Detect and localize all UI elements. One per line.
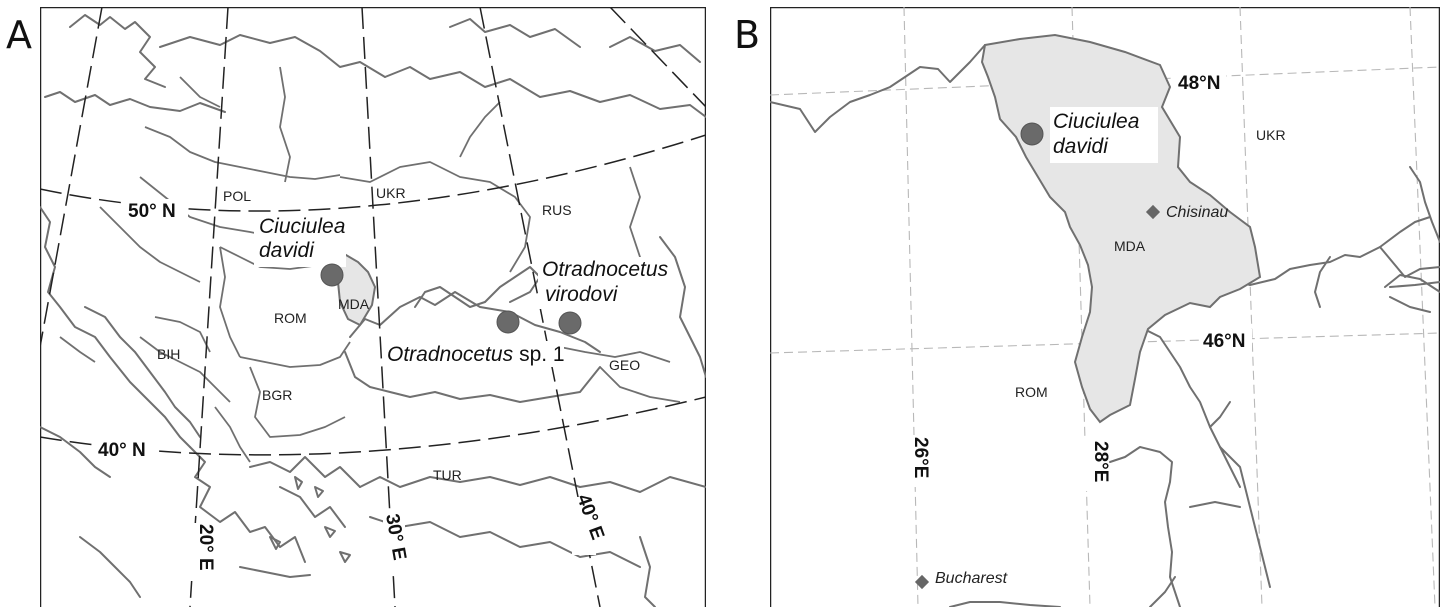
country-label-rus: RUS <box>542 202 572 218</box>
country-label-ukr-b: UKR <box>1256 127 1286 143</box>
panel-b-map: 48°N 46°N 26°E 28°E UKR MDA ROM Ciuciule… <box>770 7 1440 607</box>
country-label-ukr: UKR <box>376 185 406 201</box>
otradnocetus-sp-label-bg <box>384 341 564 367</box>
otradnocetus-sp-suffix: sp. 1 <box>519 343 565 366</box>
panel-b-letter: B <box>734 13 761 57</box>
lon-30-bg <box>383 515 405 573</box>
lon-20-bg <box>183 523 205 581</box>
country-label-pol: POL <box>223 188 251 204</box>
fossil-site-otradnocetus-sp1[interactable] <box>496 310 520 334</box>
species-label-virodovi-1: Otradnocetus <box>542 258 669 281</box>
species-b-label-bg <box>1050 107 1158 163</box>
country-label-mda-b: MDA <box>1114 238 1146 254</box>
country-label-mda: MDA <box>338 296 370 312</box>
panel-a-borders <box>59 66 681 463</box>
city-chisinau-marker <box>1145 204 1161 220</box>
country-label-geo: GEO <box>609 357 640 373</box>
panel-b-coastlines <box>770 44 1440 607</box>
panel-a-map: POL UKR RUS ROM MDA BIH BGR GEO TUR 50° … <box>40 7 706 607</box>
fossil-site-otradnocetus-virodovi[interactable] <box>558 311 582 335</box>
city-label-bucharest: Bucharest <box>935 570 1008 587</box>
species-b-label-1: Ciuciulea <box>1053 110 1139 133</box>
lat-48-bg <box>1174 71 1226 93</box>
panel-a-letter: A <box>6 13 32 57</box>
lat-label-46: 46°N <box>1203 331 1245 352</box>
fossil-site-ciuciulea-davidi-b[interactable] <box>1020 122 1044 146</box>
lat-label-50: 50° N <box>128 201 176 222</box>
species-label-virodovi-2: virodovi <box>545 283 619 306</box>
lon-28-bg <box>1077 439 1099 491</box>
lon-label-26: 26°E <box>910 437 931 478</box>
country-label-tur: TUR <box>433 467 462 483</box>
country-label-rom: ROM <box>274 310 307 326</box>
species-label-otradnocetus-sp: Otradnocetus sp. 1 <box>387 343 565 366</box>
city-bucharest-marker <box>914 574 930 590</box>
species-label-ciuciulea-1: Ciuciulea <box>259 215 345 238</box>
species-label-ciuciulea-2: davidi <box>259 239 315 262</box>
otradnocetus-sp-name: Otradnocetus <box>387 343 514 366</box>
lon-label-20: 20° E <box>195 524 216 571</box>
lat-40-bg <box>96 439 156 461</box>
country-label-bgr: BGR <box>262 387 292 403</box>
lon-label-28: 28°E <box>1090 441 1111 482</box>
lon-26-bg <box>897 435 919 487</box>
lat-46-bg <box>1200 329 1252 351</box>
lat-label-40: 40° N <box>98 440 146 461</box>
country-label-bih: BIH <box>157 346 180 362</box>
panel-a-coastlines <box>40 14 706 607</box>
country-label-rom-b: ROM <box>1015 384 1048 400</box>
species-b-label-2: davidi <box>1053 135 1109 158</box>
lat-label-48: 48°N <box>1178 73 1220 94</box>
lon-40-bg <box>572 497 596 555</box>
ciuciulea-label-bg <box>254 215 346 267</box>
fossil-site-ciuciulea-davidi[interactable] <box>320 263 344 287</box>
lat-50-bg <box>126 199 188 221</box>
panel-a-moldova <box>334 253 377 327</box>
virodovi-label-bg <box>538 257 673 309</box>
city-label-chisinau: Chisinau <box>1166 204 1228 221</box>
